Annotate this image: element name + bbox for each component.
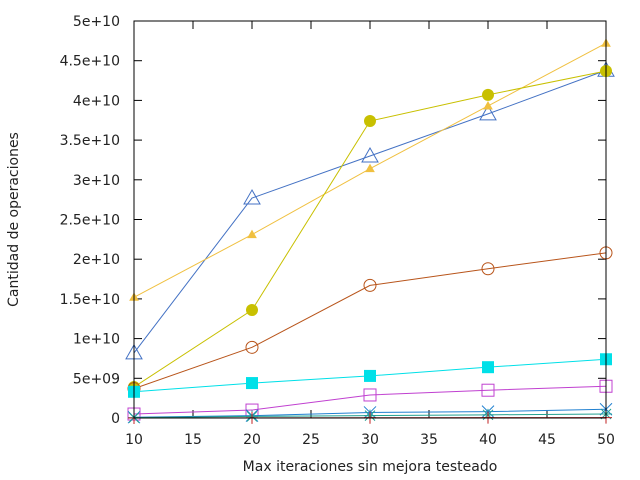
y-tick-label: 5e+10 <box>73 14 120 30</box>
y-axis-label: Cantidad de operaciones <box>6 132 22 307</box>
y-tick-label: 2e+10 <box>73 252 120 268</box>
data-point <box>243 189 261 205</box>
data-point <box>246 377 258 390</box>
y-tick-label: 3.5e+10 <box>60 133 120 149</box>
x-axis-label: Max iteraciones sin mejora testeado <box>243 459 498 475</box>
series-3 <box>128 65 612 394</box>
data-point <box>361 146 379 163</box>
data-point <box>247 229 257 239</box>
axis-ticks: 10 15 20 25 30 35 40 45 50 0 5e+09 1e+10 1.5e+10 2e+1… <box>60 14 615 448</box>
data-point <box>481 383 495 397</box>
data-point <box>363 388 377 402</box>
data-point <box>482 361 494 374</box>
y-tick-label: 4e+10 <box>73 93 120 109</box>
data-point <box>482 88 494 101</box>
series-line <box>133 385 607 415</box>
y-tick-label: 1e+10 <box>73 332 120 348</box>
data-point <box>364 369 376 382</box>
plot-frame <box>133 20 607 419</box>
y-tick-label: 4.5e+10 <box>60 54 120 70</box>
data-point <box>365 163 375 173</box>
series-2 <box>129 38 611 301</box>
y-tick-label: 5e+09 <box>73 371 120 387</box>
series-group <box>125 38 615 424</box>
data-point <box>363 278 377 292</box>
y-tick-label: 3e+10 <box>73 173 120 189</box>
data-point <box>364 115 376 128</box>
x-tick-label: 45 <box>538 432 556 448</box>
y-tick-label: 2.5e+10 <box>60 213 120 229</box>
data-point <box>245 340 259 354</box>
x-tick-label: 40 <box>479 432 497 448</box>
data-point <box>481 262 495 276</box>
series-line <box>133 69 607 354</box>
x-tick-label: 25 <box>302 432 320 448</box>
x-tick-label: 10 <box>125 432 143 448</box>
series-5 <box>128 353 612 398</box>
series-line <box>133 252 607 390</box>
y-tick-label: 0 <box>111 411 120 427</box>
data-point <box>479 104 497 121</box>
x-tick-label: 35 <box>420 432 438 448</box>
x-tick-label: 30 <box>361 432 379 448</box>
y-tick-label: 1.5e+10 <box>60 292 120 308</box>
data-point <box>483 100 493 110</box>
x-tick-label: 50 <box>597 432 615 448</box>
series-1 <box>125 61 615 360</box>
x-tick-label: 15 <box>184 432 202 448</box>
x-tick-label: 20 <box>243 432 261 448</box>
data-point <box>246 304 258 317</box>
